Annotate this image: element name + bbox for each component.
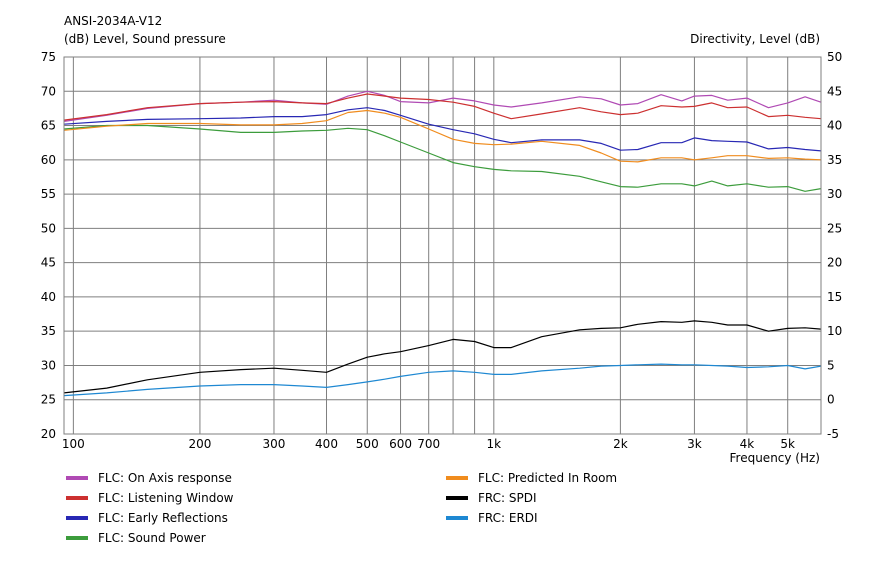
y-left-tick-label: 55 [41, 187, 56, 201]
y-right-tick-label: 45 [827, 84, 842, 98]
y-left-tick-label: 60 [41, 153, 56, 167]
y-left-tick-label: 25 [41, 393, 56, 407]
x-tick-label: 500 [356, 437, 379, 451]
x-tick-label: 100 [62, 437, 85, 451]
series-line-flc-on-axis-response [63, 90, 822, 122]
chart-title: ANSI-2034A-V12 [64, 14, 162, 28]
series-line-flc-sound-power [63, 124, 822, 192]
series-line-frc-erdi [63, 363, 822, 397]
y-right-tick-label: 25 [827, 221, 842, 235]
y-left-tick-label: 30 [41, 358, 56, 372]
series-lines [63, 90, 822, 397]
x-tick-label: 4k [740, 437, 755, 451]
series-line-frc-spdi [63, 320, 822, 394]
x-tick-label: 3k [687, 437, 702, 451]
x-tick-label: 400 [315, 437, 338, 451]
x-tick-label: 700 [417, 437, 440, 451]
x-tick-label: 2k [613, 437, 628, 451]
x-tick-label: 300 [263, 437, 286, 451]
grid [64, 56, 821, 435]
y-left-tick-label: 50 [41, 221, 56, 235]
x-tick-label: 5k [780, 437, 795, 451]
y-right-tick-label: 5 [827, 358, 835, 372]
y-right-tick-label: 30 [827, 187, 842, 201]
y-right-tick-label: 50 [827, 50, 842, 64]
y-right-tick-label: -5 [827, 427, 839, 441]
tick-labels: 75 50 70 45 65 40 60 35 55 30 50 25 45 20 40 15 35 10 30 5 2… [41, 50, 843, 451]
y-left-tick-label: 35 [41, 324, 56, 338]
x-axis-label: Frequency (Hz) [730, 451, 821, 465]
y-left-tick-label: 65 [41, 119, 56, 133]
x-tick-label: 200 [188, 437, 211, 451]
x-tick-label: 600 [389, 437, 412, 451]
y-right-tick-label: 10 [827, 324, 842, 338]
y-right-tick-label: 15 [827, 290, 842, 304]
y-left-tick-label: 40 [41, 290, 56, 304]
y-right-tick-label: 20 [827, 256, 842, 270]
y-left-tick-label: 75 [41, 50, 56, 64]
x-tick-label: 1k [487, 437, 502, 451]
series-line-flc-predicted-in-room [63, 109, 822, 163]
plot-frame [63, 56, 822, 435]
series-line-flc-early-reflections [63, 107, 822, 152]
y-right-tick-label: 35 [827, 153, 842, 167]
series-line-flc-listening-window [63, 93, 822, 121]
right-axis-label: Directivity, Level (dB) [690, 32, 820, 46]
y-left-tick-label: 70 [41, 84, 56, 98]
y-left-tick-label: 20 [41, 427, 56, 441]
y-right-tick-label: 0 [827, 393, 835, 407]
left-axis-label: (dB) Level, Sound pressure [64, 32, 226, 46]
y-left-tick-label: 45 [41, 256, 56, 270]
y-right-tick-label: 40 [827, 119, 842, 133]
